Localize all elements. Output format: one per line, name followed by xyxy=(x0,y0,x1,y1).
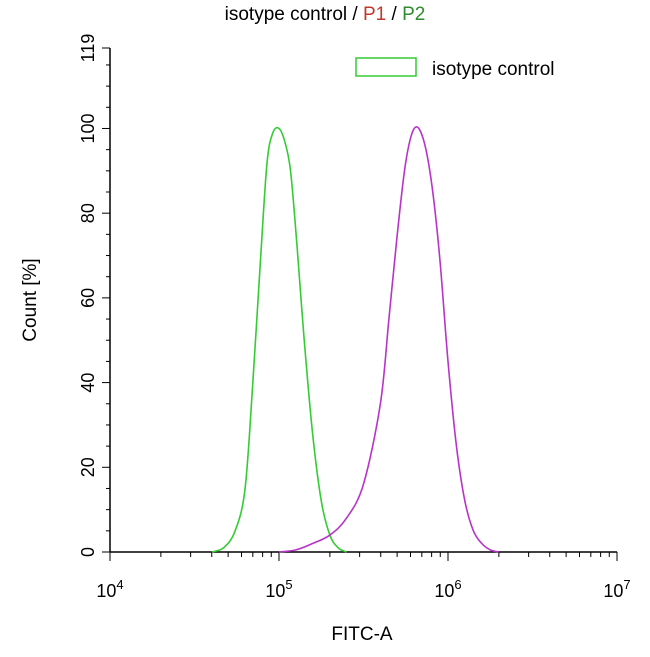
y-tick-label: 60 xyxy=(78,288,98,308)
title-part-p2: P2 xyxy=(402,4,426,25)
y-tick-label: 40 xyxy=(78,373,98,393)
y-tick-label: 20 xyxy=(78,457,98,477)
series-layer xyxy=(211,126,499,553)
y-tick-label: 119 xyxy=(78,34,98,63)
plot-frame xyxy=(109,48,617,553)
y-tick-label: 0 xyxy=(78,547,98,557)
x-tick-label: 106 xyxy=(434,577,461,601)
x-tick-label: 107 xyxy=(603,577,630,601)
title-separator-1: / xyxy=(347,4,363,25)
x-tick-label: 105 xyxy=(265,577,292,601)
series-line-0 xyxy=(211,126,347,553)
y-tick-label: 80 xyxy=(78,203,98,223)
y-axis: 0 20 40 60 80 100 119 xyxy=(78,34,110,557)
title-part-isotype: isotype control xyxy=(224,4,348,25)
y-axis-label: Count [%] xyxy=(20,258,41,341)
y-tick-label: 100 xyxy=(78,113,98,143)
x-axis-label: FITC-A xyxy=(331,624,393,645)
legend-swatch-isotype-control xyxy=(355,57,417,77)
x-tick-label: 104 xyxy=(96,577,123,601)
x-axis: 104 105 106 107 xyxy=(96,552,631,601)
legend-label-isotype-control: isotype control xyxy=(432,59,555,80)
title-part-p1: P1 xyxy=(363,4,387,25)
legend: isotype control xyxy=(355,57,555,80)
chart-title: isotype control / P1 / P2 xyxy=(0,4,650,26)
series-line-1 xyxy=(278,126,499,553)
title-separator-2: / xyxy=(386,4,403,25)
